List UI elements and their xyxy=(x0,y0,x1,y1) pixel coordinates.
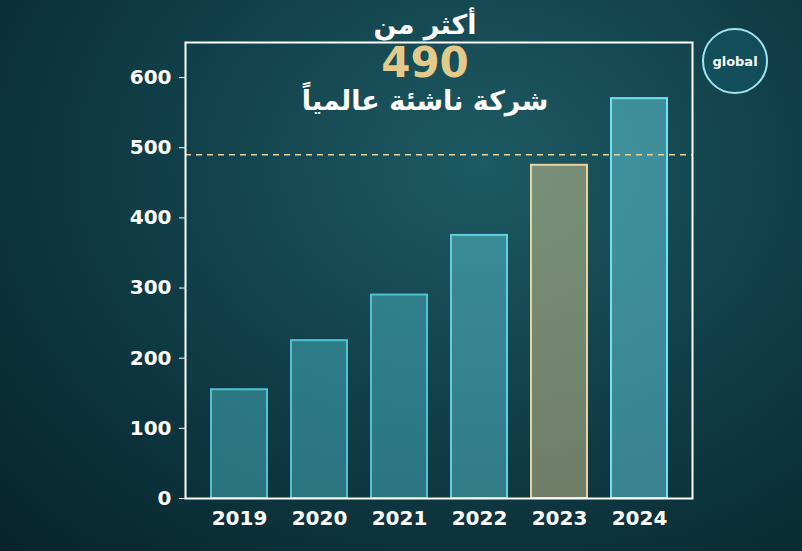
svg-text:300: 300 xyxy=(130,275,172,299)
svg-text:400: 400 xyxy=(130,205,172,229)
svg-text:2024: 2024 xyxy=(612,506,668,530)
svg-text:0: 0 xyxy=(158,486,172,510)
svg-text:2022: 2022 xyxy=(452,506,508,530)
svg-text:600: 600 xyxy=(130,65,172,89)
svg-text:100: 100 xyxy=(130,416,172,440)
html-text:أكثر من: أكثر من xyxy=(373,9,477,40)
html-text:490: 490 xyxy=(381,37,469,87)
svg-text:2020: 2020 xyxy=(292,506,348,530)
html-text:شركة ناشئة عالمياً: شركة ناشئة عالمياً xyxy=(301,84,549,116)
html-text:global: global xyxy=(712,53,758,69)
svg-text:200: 200 xyxy=(130,346,172,370)
svg-text:2019: 2019 xyxy=(212,506,268,530)
svg-text:2021: 2021 xyxy=(372,506,428,530)
svg-text:2023: 2023 xyxy=(532,506,588,530)
svg-text:500: 500 xyxy=(130,135,172,159)
